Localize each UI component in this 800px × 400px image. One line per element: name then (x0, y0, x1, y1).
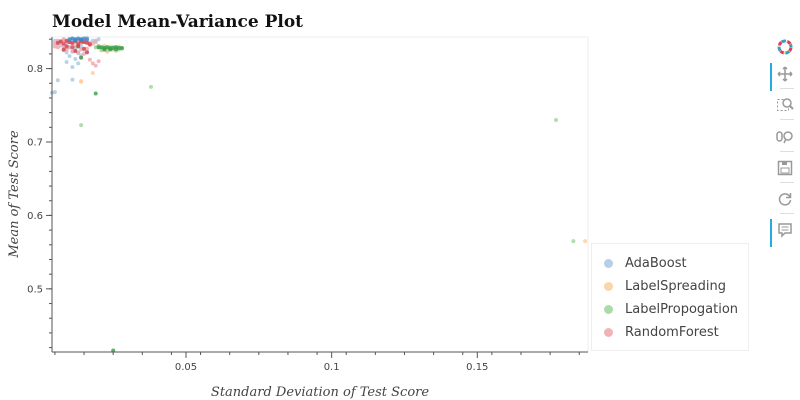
data-point (554, 118, 558, 122)
data-point (583, 239, 588, 244)
data-point (79, 79, 84, 84)
y-tick-label: 0.5 (27, 284, 43, 295)
data-point (79, 55, 84, 60)
data-point (64, 44, 69, 49)
box-zoom-icon[interactable] (770, 94, 800, 116)
data-point (85, 37, 89, 42)
data-point (52, 90, 57, 95)
data-point (82, 46, 86, 51)
data-point (93, 91, 98, 96)
data-point (85, 46, 89, 51)
wheel-zoom-icon[interactable] (770, 126, 800, 148)
legend: AdaBoost LabelSpreading LabelPropogation… (591, 243, 749, 351)
x-tick-label: 0.05 (175, 362, 197, 373)
data-point (87, 57, 92, 62)
data-point (85, 50, 89, 55)
toolbar-separator (780, 88, 794, 89)
data-point (61, 41, 66, 46)
x-tick-label: 0.1 (324, 362, 340, 373)
data-point (52, 44, 57, 49)
legend-item-adaboost[interactable]: AdaBoost (604, 254, 687, 272)
legend-item-labelpropogation[interactable]: LabelPropogation (604, 300, 738, 318)
data-point (102, 47, 107, 52)
data-point (76, 61, 81, 66)
data-point (82, 40, 86, 45)
data-point (73, 49, 78, 53)
reset-icon[interactable] (770, 188, 800, 210)
legend-label: RandomForest (625, 324, 719, 340)
data-point (90, 71, 95, 75)
data-point (108, 47, 113, 52)
data-point (76, 43, 81, 48)
toolbar-separator (780, 182, 794, 183)
data-point (67, 54, 72, 59)
data-point (105, 45, 110, 50)
legend-swatch (604, 327, 613, 337)
hover-icon[interactable] (770, 219, 800, 247)
legend-swatch (604, 304, 613, 314)
y-tick-label: 0.6 (27, 211, 43, 222)
legend-swatch (604, 258, 613, 268)
x-axis-title: Standard Deviation of Test Score (211, 385, 429, 400)
data-point (64, 60, 69, 64)
bokeh-logo-icon[interactable] (770, 36, 800, 58)
y-axis-title: Mean of Test Score (7, 130, 22, 259)
data-point (70, 40, 75, 45)
data-point (70, 49, 75, 53)
data-point (96, 59, 101, 64)
data-point (73, 38, 78, 43)
data-point (55, 78, 60, 83)
toolbar-separator (780, 151, 794, 152)
data-point (571, 239, 576, 244)
pan-icon[interactable] (770, 63, 800, 91)
legend-label: LabelPropogation (625, 301, 739, 317)
data-points (50, 35, 588, 353)
legend-label: LabelSpreading (625, 278, 726, 294)
toolbar-separator (780, 119, 794, 120)
x-tick-label: 0.15 (466, 362, 488, 373)
data-point (52, 38, 57, 43)
data-point (93, 63, 98, 68)
data-point (79, 37, 84, 42)
y-axis-ticks: 0.5 0.6 0.7 0.8 (27, 38, 52, 349)
data-point (58, 39, 63, 44)
data-point (70, 65, 75, 70)
plot-frame (51, 36, 589, 353)
plot-toolbar (770, 36, 800, 247)
legend-item-labelspreading[interactable]: LabelSpreading (604, 277, 726, 295)
data-point (70, 77, 75, 82)
data-point (119, 46, 124, 50)
data-point (93, 38, 98, 43)
legend-swatch (604, 281, 613, 291)
data-point (70, 45, 75, 50)
data-point (82, 51, 86, 56)
x-axis-ticks: 0.05 0.1 0.15 (54, 352, 580, 373)
data-point (114, 47, 119, 52)
chart-title: Model Mean-Variance Plot (52, 12, 304, 32)
data-point (73, 57, 78, 61)
data-point (96, 45, 101, 50)
data-point (87, 42, 92, 47)
data-point (90, 61, 95, 66)
data-point (79, 123, 84, 128)
legend-label: AdaBoost (625, 255, 687, 271)
legend-item-randomforest[interactable]: RandomForest (604, 323, 719, 341)
toolbar-separator (780, 213, 794, 214)
data-point (64, 47, 69, 52)
data-point (61, 47, 66, 52)
data-point (149, 84, 153, 89)
y-tick-label: 0.7 (27, 138, 43, 149)
y-tick-label: 0.8 (27, 64, 43, 75)
data-point (64, 50, 69, 55)
save-icon[interactable] (770, 157, 800, 179)
